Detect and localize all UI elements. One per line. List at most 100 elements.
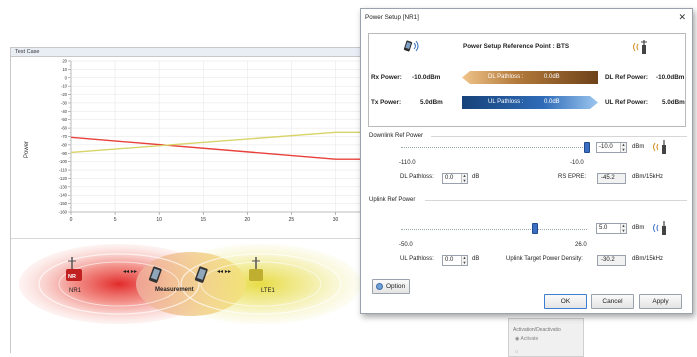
- y-tick-label: -70: [61, 134, 68, 139]
- power-chart-svg: 20 10 0 -10 -20 -30 -40 -50 -60 -70 -80 -90 -100 -110…: [24, 59, 406, 223]
- y-tick-label: 0: [65, 75, 68, 80]
- y-tick-label: -60: [61, 126, 68, 131]
- uplink-power-value: 5.0: [599, 225, 608, 231]
- uplink-power-spinbox[interactable]: 5.0 ▲ ▼: [596, 223, 627, 234]
- downlink-power-spinbox[interactable]: -10.0 ▲ ▼: [596, 142, 627, 153]
- signal-arrows-icon: ◂◂ ▸▸: [123, 268, 137, 275]
- ok-button[interactable]: OK: [544, 294, 587, 309]
- x-tick-label: 30: [333, 217, 339, 223]
- bts-tower-icon: [633, 40, 647, 54]
- uplink-min: -50.0: [399, 242, 413, 248]
- ul-pathloss-spinbox[interactable]: 0.0 ▲ ▼: [442, 255, 468, 266]
- dl-pathloss-arrow: DL Pathloss : 0.0dB: [462, 71, 598, 84]
- y-tick-label: -120: [59, 176, 68, 181]
- reference-point-box: Power Setup Reference Point : BTS Rx Pow…: [368, 33, 686, 127]
- dl-ref-power-label: DL Ref Power:: [605, 74, 648, 81]
- y-tick-label: 10: [62, 67, 67, 72]
- close-button[interactable]: ✕: [678, 12, 686, 22]
- x-tick-label: 25: [289, 217, 295, 223]
- uplink-target-label: Uplink Target Power Density:: [506, 256, 583, 262]
- spin-arrows-icon[interactable]: ▲ ▼: [461, 173, 467, 183]
- bts-tower-icon: [653, 221, 666, 235]
- ul-ref-power-label: UL Ref Power:: [605, 99, 648, 106]
- ul-pathloss-arrow: UL Pathloss : 0.0dB: [462, 96, 598, 109]
- uplink-group-title: Uplink Ref Power: [369, 197, 416, 203]
- uplink-target-field: -30.2: [597, 255, 626, 266]
- downlink-slider-track[interactable]: [401, 147, 587, 148]
- rs-epre-label: RS EPRE:: [558, 174, 587, 180]
- spin-arrows-icon[interactable]: ▲ ▼: [620, 223, 626, 233]
- test-case-window: Test Case 20 10 0 -10 -20 -30 -40 -50 -60 -70 -80 -…: [10, 47, 406, 354]
- simulation-view: NR NR1 LTE1 ◂◂ ▸▸ ◂◂ ▸▸ Measurement: [11, 238, 406, 354]
- ue-phone-icon: [403, 40, 419, 52]
- power-chart: 20 10 0 -10 -20 -30 -40 -50 -60 -70 -80 -90 -100 -110…: [11, 58, 406, 236]
- activate-radio[interactable]: ◉ Activate: [515, 336, 539, 342]
- apply-button[interactable]: Apply: [639, 294, 682, 309]
- signal-arrows-icon: ◂◂ ▸▸: [217, 268, 231, 275]
- x-tick-label: 0: [70, 217, 73, 223]
- nr1-tower-icon[interactable]: [66, 257, 82, 281]
- uplink-target-unit: dBm/15kHz: [632, 256, 664, 262]
- downlink-max: -10.0: [570, 160, 584, 166]
- y-tick-label: -160: [59, 210, 68, 215]
- uplink-slider-track[interactable]: [401, 229, 587, 230]
- rx-power-value: -10.0dBm: [412, 74, 441, 81]
- activate-radio-label: Activate: [520, 336, 539, 342]
- option-label: Option: [386, 283, 406, 290]
- option-button[interactable]: Option: [372, 279, 410, 294]
- uplink-max: 26.0: [575, 242, 587, 248]
- rs-epre-field: -45.2: [597, 173, 626, 184]
- ul-ref-power-value: 5.0dBm: [662, 99, 685, 106]
- ul-pathloss-label: UL Pathloss :: [488, 99, 524, 105]
- simulation-svg: NR NR1 LTE1 ◂◂ ▸▸ ◂◂ ▸▸ Measurement: [19, 244, 361, 324]
- measurement-label: Measurement: [155, 287, 194, 293]
- tx-power-value: 5.0dBm: [420, 99, 443, 106]
- dl-pathloss-field-value: 0.0: [445, 175, 454, 181]
- uplink-slider-thumb[interactable]: [531, 223, 538, 234]
- ue-phone-icon[interactable]: [194, 266, 209, 283]
- bts-tower-icon: [653, 140, 666, 154]
- y-tick-label: -30: [61, 100, 68, 105]
- power-setup-dialog: Power Setup [NR1] ✕ Power Setup Referenc…: [360, 8, 693, 314]
- downlink-power-value: -10.0: [599, 144, 613, 150]
- option-icon: [376, 283, 383, 290]
- lte1-label: LTE1: [261, 288, 276, 294]
- overlap-coverage: [136, 252, 246, 316]
- y-tick-label: -50: [61, 117, 68, 122]
- ue-phone-icon[interactable]: [148, 266, 163, 283]
- y-tick-label: 20: [62, 59, 67, 64]
- dl-pathloss-value: 0.0dB: [544, 74, 560, 80]
- uplink-unit: dBm: [632, 225, 645, 231]
- cancel-button[interactable]: Cancel: [591, 294, 634, 309]
- rs-epre-unit: dBm/15kHz: [632, 174, 664, 180]
- y-tick-label: -80: [61, 142, 68, 147]
- downlink-unit: dBm: [632, 144, 645, 150]
- ul-pathloss-field-label: UL Pathloss:: [400, 256, 434, 262]
- downlink-slider-thumb[interactable]: [584, 142, 590, 153]
- x-tick-label: 5: [114, 217, 117, 223]
- series-line-2: [70, 131, 406, 154]
- y-tick-label: -110: [59, 168, 68, 173]
- uplink-target-value: -30.2: [601, 257, 615, 263]
- reference-title: Power Setup Reference Point : BTS: [463, 43, 570, 50]
- x-tick-label: 15: [200, 217, 206, 223]
- y-tick-label: -130: [59, 184, 68, 189]
- ul-pathloss-field-value: 0.0: [445, 257, 454, 263]
- dl-pathloss-label: DL Pathloss :: [488, 74, 524, 80]
- spin-arrows-icon[interactable]: ▲ ▼: [620, 142, 626, 152]
- y-tick-label: -140: [59, 193, 68, 198]
- dl-pathloss-unit: dB: [472, 174, 480, 180]
- x-tick-label: 20: [245, 217, 251, 223]
- deactivate-radio[interactable]: ○: [515, 349, 519, 355]
- rx-power-label: Rx Power:: [371, 74, 402, 81]
- divider: [425, 200, 687, 201]
- dl-pathloss-field-label: DL Pathloss:: [400, 174, 434, 180]
- y-tick-label: -90: [61, 151, 68, 156]
- dl-pathloss-spinbox[interactable]: 0.0 ▲ ▼: [442, 173, 468, 184]
- y-tick-label: -150: [59, 201, 68, 206]
- dl-ref-power-value: -10.0dBm: [656, 74, 685, 81]
- spin-arrows-icon[interactable]: ▲ ▼: [461, 255, 467, 265]
- lte1-tower-icon[interactable]: [249, 257, 263, 281]
- test-case-title: Test Case: [11, 48, 404, 57]
- divider: [431, 136, 687, 137]
